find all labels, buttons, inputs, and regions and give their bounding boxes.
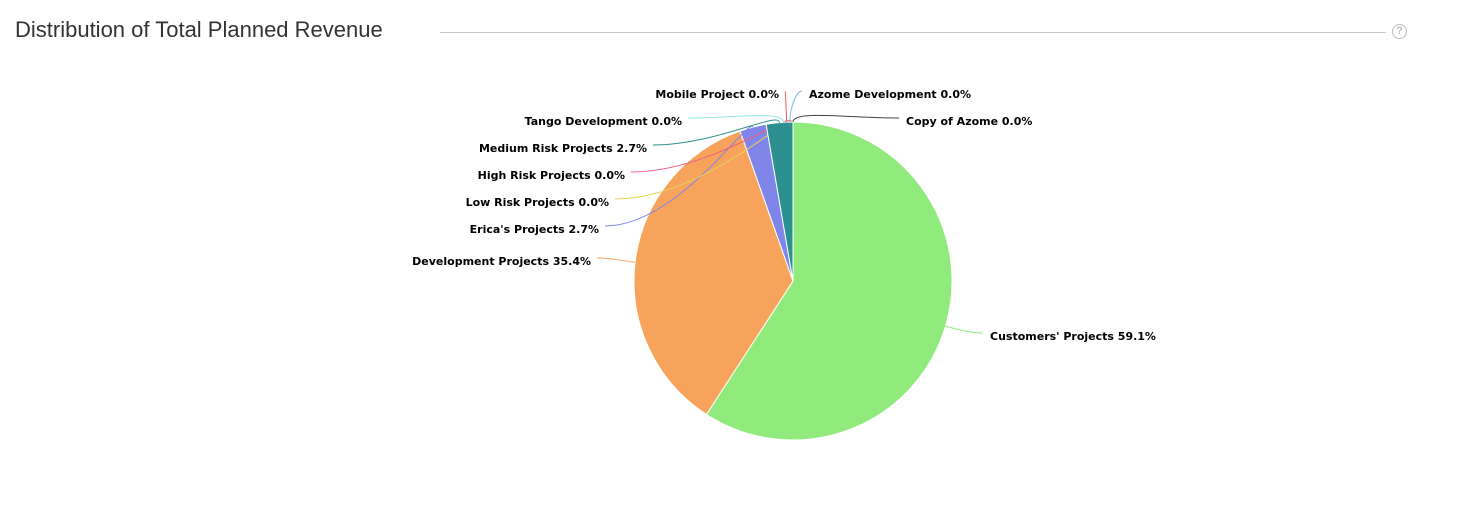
pie-slice[interactable] xyxy=(705,121,953,441)
data-label: Customers' Projects 59.1% xyxy=(990,330,1156,343)
leader-line xyxy=(652,119,781,146)
data-label: Development Projects 35.4% xyxy=(412,255,591,268)
data-label: Tango Development 0.0% xyxy=(525,115,682,128)
leader-line xyxy=(945,325,984,334)
data-label: High Risk Projects 0.0% xyxy=(478,169,625,182)
leader-line xyxy=(789,90,803,123)
leader-line xyxy=(596,257,636,263)
leader-line xyxy=(784,90,788,123)
data-label: Erica's Projects 2.7% xyxy=(470,223,599,236)
data-label: Mobile Project 0.0% xyxy=(655,88,779,101)
leader-line xyxy=(792,114,900,123)
leader-line xyxy=(630,120,792,173)
leader-line xyxy=(604,125,754,227)
title-divider xyxy=(440,32,1386,33)
data-label: Azome Development 0.0% xyxy=(809,88,971,101)
page-title: Distribution of Total Planned Revenue xyxy=(15,17,383,42)
help-icon[interactable]: ? xyxy=(1392,24,1407,39)
data-label: Medium Risk Projects 2.7% xyxy=(479,142,647,155)
data-label: Copy of Azome 0.0% xyxy=(906,115,1032,128)
leader-line xyxy=(687,115,784,123)
data-label: Low Risk Projects 0.0% xyxy=(466,196,609,209)
